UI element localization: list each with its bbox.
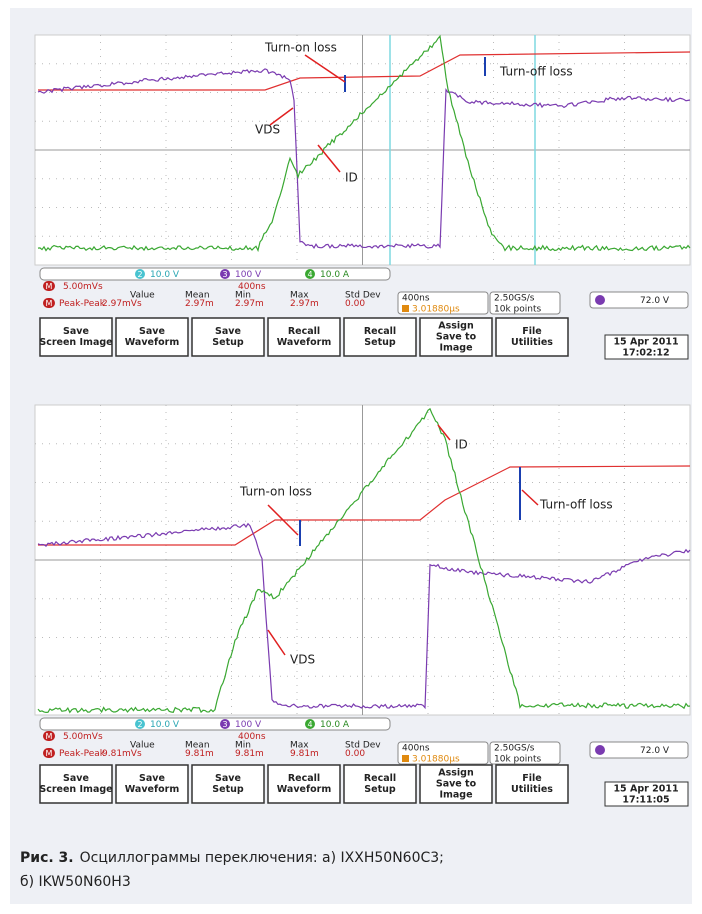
channel-scale: 100 V xyxy=(235,720,262,730)
channel-number: 3 xyxy=(222,270,227,279)
button-label: Setup xyxy=(364,784,396,795)
record-length: 10k points xyxy=(494,305,541,315)
button-label: Waveform xyxy=(277,337,332,348)
time: 17:02:12 xyxy=(622,348,669,359)
caption: Рис. 3. Осциллограммы переключения: а) IX… xyxy=(20,850,444,866)
button-label: Save xyxy=(139,326,165,337)
trigger-badge xyxy=(595,745,605,755)
sample-rate: 2.50GS/s xyxy=(494,744,535,754)
trigger-level: 72.0 V xyxy=(640,296,670,306)
timebase: 400ns xyxy=(402,294,430,304)
button-label: Image xyxy=(439,790,472,801)
annotation: ID xyxy=(345,171,358,185)
measure-value: 2.97m xyxy=(235,299,264,309)
button-label: Save xyxy=(215,326,241,337)
button-label: Waveform xyxy=(277,784,332,795)
trigger-icon xyxy=(402,755,409,762)
channel-number: 4 xyxy=(307,720,312,729)
button-label: Screen Image xyxy=(39,337,112,348)
trigger-time: 3.01880µs xyxy=(412,305,460,315)
button-label: Recall xyxy=(364,773,396,784)
math-label: M xyxy=(46,732,53,741)
button-label: Save xyxy=(63,773,89,784)
math-label: M xyxy=(46,282,53,291)
measure-value: 0.00 xyxy=(345,299,365,309)
measure-name: Peak-Peak xyxy=(59,299,106,309)
measure-value: 2.97m xyxy=(290,299,319,309)
channel-scale: 10.0 A xyxy=(320,270,350,280)
channel-scale: 10.0 A xyxy=(320,720,350,730)
button-label: Save xyxy=(215,773,241,784)
annotation: Turn-off loss xyxy=(499,65,573,79)
channel-scale: 10.0 V xyxy=(150,270,180,280)
button-label: Image xyxy=(439,343,472,354)
caption-label: Рис. 3. xyxy=(20,850,74,866)
button-label: Utilities xyxy=(511,784,553,795)
button-label: Waveform xyxy=(125,337,180,348)
button-label: Utilities xyxy=(511,337,553,348)
caption-text: Осциллограммы переключения: а) IXXH50N60… xyxy=(80,850,444,866)
button-label: Screen Image xyxy=(39,784,112,795)
sample-rate: 2.50GS/s xyxy=(494,294,535,304)
measure-name: Peak-Peak xyxy=(59,749,106,759)
channel-number: 3 xyxy=(222,720,227,729)
button-label: Save to xyxy=(436,332,477,343)
trigger-time: 3.01880µs xyxy=(412,755,460,765)
button-label: Setup xyxy=(364,337,396,348)
button-label: File xyxy=(522,326,541,337)
button-label: Save xyxy=(63,326,89,337)
button-label: File xyxy=(522,773,541,784)
button-label: Assign xyxy=(438,768,474,779)
trigger-badge xyxy=(595,295,605,305)
annotation: VDS xyxy=(255,123,280,137)
measure-value: 9.81mVs xyxy=(102,749,142,759)
measure-value: 2.97mVs xyxy=(102,299,142,309)
math-label: M xyxy=(46,749,53,758)
page: Turn-on loss Turn-off loss VDS ID 2 10.0 V 3 10… xyxy=(0,0,702,914)
channel-number: 2 xyxy=(137,720,142,729)
button-label: Recall xyxy=(364,326,396,337)
channel-number: 2 xyxy=(137,270,142,279)
math-label: M xyxy=(46,299,53,308)
annotation: Turn-on loss xyxy=(264,41,337,55)
button-label: Setup xyxy=(212,784,244,795)
channel-number: 4 xyxy=(307,270,312,279)
button-label: Recall xyxy=(288,326,320,337)
math-scale: 5.00mVs xyxy=(63,732,103,742)
channel-scale: 10.0 V xyxy=(150,720,180,730)
button-label: Assign xyxy=(438,321,474,332)
time: 17:11:05 xyxy=(622,795,669,806)
record-length: 10k points xyxy=(494,755,541,765)
button-label: Recall xyxy=(288,773,320,784)
measure-value: 2.97m xyxy=(185,299,214,309)
button-label: Save to xyxy=(436,779,477,790)
date: 15 Apr 2011 xyxy=(613,337,678,348)
measure-value: 9.81m xyxy=(290,749,319,759)
trigger-icon xyxy=(402,305,409,312)
annotation: Turn-on loss xyxy=(239,485,312,499)
button-label: Waveform xyxy=(125,784,180,795)
annotation: VDS xyxy=(290,653,315,667)
math-scale: 5.00mVs xyxy=(63,282,103,292)
measure-value: 9.81m xyxy=(235,749,264,759)
annotation: Turn-off loss xyxy=(539,498,613,512)
measure-value: 9.81m xyxy=(185,749,214,759)
caption-text: б) IKW50N60H3 xyxy=(20,874,131,890)
button-label: Save xyxy=(139,773,165,784)
button-label: Setup xyxy=(212,337,244,348)
measure-value: 0.00 xyxy=(345,749,365,759)
date: 15 Apr 2011 xyxy=(613,784,678,795)
channel-scale: 100 V xyxy=(235,270,262,280)
timebase: 400ns xyxy=(402,744,430,754)
annotation: ID xyxy=(455,438,468,452)
trigger-level: 72.0 V xyxy=(640,746,670,756)
